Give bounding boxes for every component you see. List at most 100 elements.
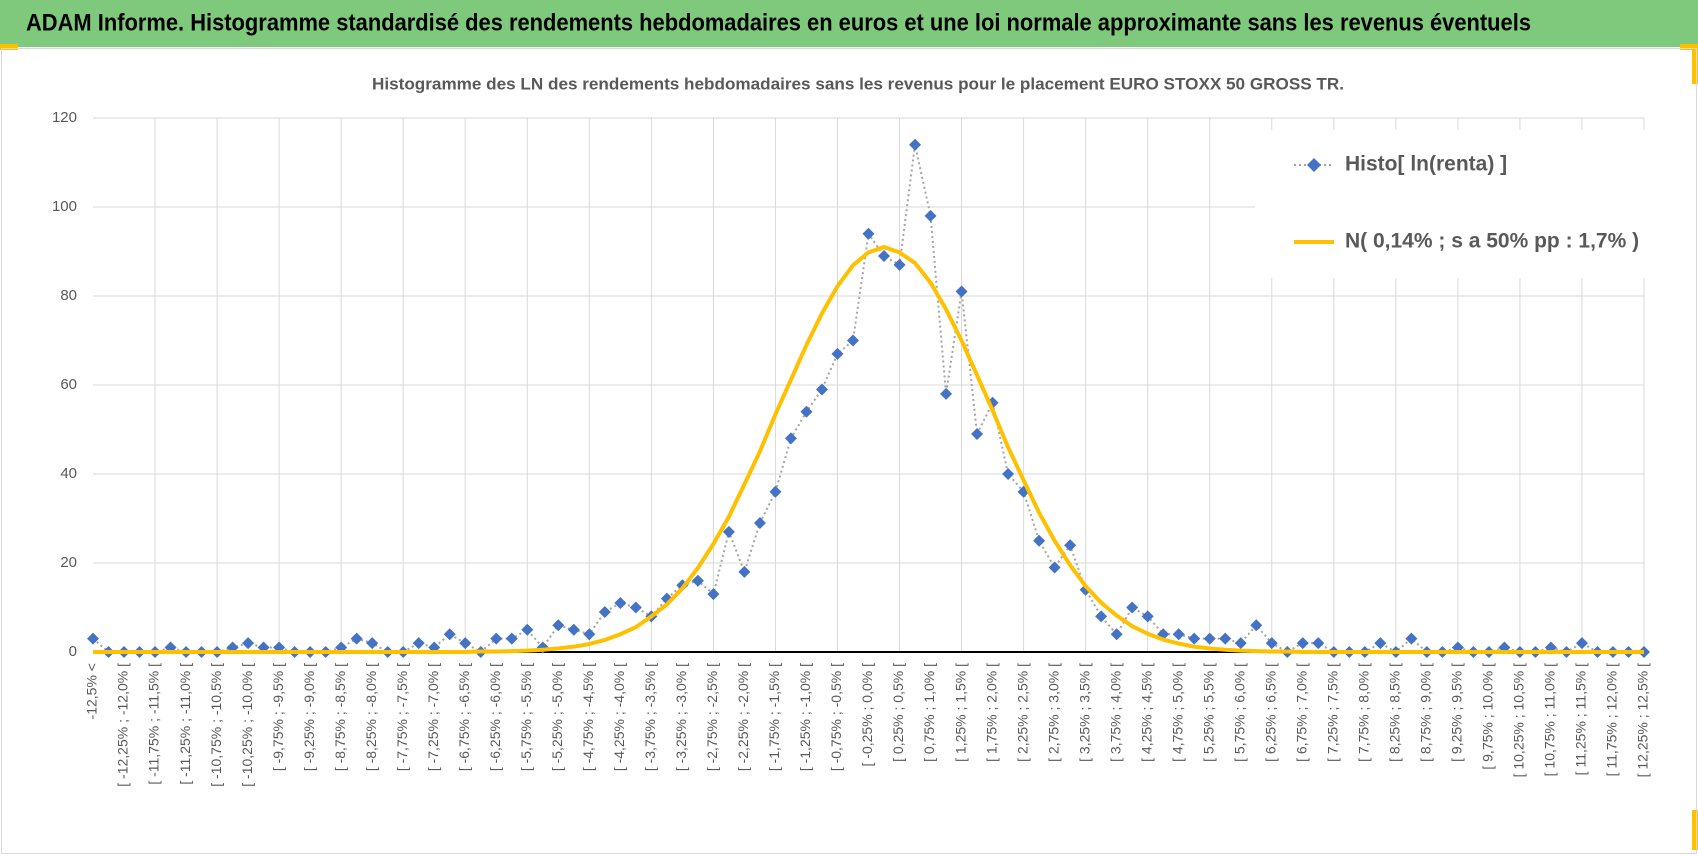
data-point <box>924 209 937 222</box>
x-tick-label: [ 10,25% ; 10,5% [ <box>1511 663 1527 778</box>
data-point <box>366 637 379 650</box>
chart-title: Histogramme des LN des rendements hebdom… <box>372 74 1344 93</box>
data-point <box>846 334 859 347</box>
x-tick-label: [ -6,75% ; -6,5% [ <box>456 663 472 771</box>
data-point <box>1219 632 1232 645</box>
x-tick-label: [ 6,75% ; 7,0% [ <box>1293 663 1309 762</box>
data-point <box>1203 632 1216 645</box>
x-tick-label: [ 11,25% ; 11,5% [ <box>1573 663 1589 775</box>
x-tick-label: [ -4,75% ; -4,5% [ <box>580 663 596 771</box>
x-tick-label: [ 1,25% ; 1,5% [ <box>952 663 968 762</box>
data-point <box>614 597 627 610</box>
x-tick-label: [ 9,25% ; 9,5% [ <box>1449 663 1465 762</box>
data-point <box>769 485 782 498</box>
data-point <box>1141 610 1154 623</box>
x-tick-label: [ -5,75% ; -5,5% [ <box>518 663 534 771</box>
data-point <box>707 588 720 601</box>
data-point <box>490 632 503 645</box>
data-point <box>1296 637 1309 650</box>
page-title: ADAM Informe. Histogramme standardisé de… <box>26 9 1531 36</box>
data-point <box>521 623 534 636</box>
y-tick-label: 60 <box>60 376 77 393</box>
x-tick-label: [ 10,75% ; 11,0% [ <box>1542 663 1558 776</box>
data-point <box>1265 637 1278 650</box>
data-point <box>800 405 813 418</box>
data-point <box>1234 637 1247 650</box>
data-point <box>583 628 596 641</box>
x-tick-label: [ 0,25% ; 0,5% [ <box>890 663 906 762</box>
x-tick-label: [ -0,75% ; -0,5% [ <box>828 663 844 771</box>
data-point <box>1033 534 1046 547</box>
data-point <box>722 525 735 538</box>
data-point <box>1312 637 1325 650</box>
data-point <box>1250 619 1263 632</box>
x-tick-label: [ -2,25% ; -2,0% [ <box>735 663 751 771</box>
data-point <box>878 249 891 262</box>
x-tick-label: [ 4,75% ; 5,0% [ <box>1169 663 1185 762</box>
series-line <box>93 245 1644 654</box>
x-tick-label: [ -7,25% ; -7,0% [ <box>425 663 441 771</box>
x-tick-label: [ -6,25% ; -6,0% [ <box>487 663 503 771</box>
x-tick-label: [ -5,25% ; -5,0% [ <box>549 663 565 771</box>
data-point <box>784 432 797 445</box>
data-point <box>862 227 875 240</box>
x-tick-label: [ 3,75% ; 4,0% [ <box>1107 663 1123 762</box>
y-tick-label: 100 <box>52 198 77 215</box>
x-tick-label: [ -1,75% ; -1,5% [ <box>766 663 782 771</box>
x-tick-label: [ -3,25% ; -3,0% [ <box>673 663 689 771</box>
x-tick-label: [ -10,75% ; -10,5% [ <box>208 663 224 787</box>
x-tick-label: [ -1,25% ; -1,0% [ <box>797 663 813 771</box>
x-tick-label: [ -9,25% ; -9,0% [ <box>301 663 317 771</box>
data-point <box>552 619 565 632</box>
legend-label: N( 0,14% ; s a 50% pp : 1,7% ) <box>1345 230 1639 253</box>
data-point <box>242 637 255 650</box>
x-tick-label: [ 7,25% ; 7,5% [ <box>1325 663 1341 762</box>
data-point <box>1110 628 1123 641</box>
data-point <box>505 632 518 645</box>
data-point <box>753 516 766 529</box>
x-tick-label: [ -11,25% ; -11,0% [ <box>177 663 193 785</box>
data-point <box>1095 610 1108 623</box>
y-tick-label: 120 <box>52 109 77 126</box>
data-point <box>971 427 984 440</box>
data-point <box>1064 539 1077 552</box>
x-tick-label: [ -11,75% ; -11,5% [ <box>146 663 162 785</box>
x-tick-label: [ 5,75% ; 6,0% [ <box>1231 663 1247 762</box>
data-point <box>955 285 968 298</box>
x-tick-label: [ -12,25% ; -12,0% [ <box>115 663 131 787</box>
data-point <box>691 574 704 587</box>
x-tick-label: [ 2,75% ; 3,0% [ <box>1045 663 1061 762</box>
x-tick-label: [ 6,25% ; 6,5% [ <box>1262 663 1278 762</box>
x-tick-label: [ -2,75% ; -2,5% [ <box>704 663 720 771</box>
data-point <box>1126 601 1139 614</box>
x-tick-label: [ -8,75% ; -8,5% [ <box>332 663 348 771</box>
data-point <box>459 637 472 650</box>
x-tick-label: [ 1,75% ; 2,0% [ <box>983 663 999 762</box>
legend-marker <box>1307 158 1321 172</box>
x-tick-label: [ 7,75% ; 8,0% [ <box>1356 663 1372 762</box>
y-tick-label: 20 <box>60 554 77 571</box>
data-point <box>815 383 828 396</box>
x-tick-label: [ -9,75% ; -9,5% [ <box>270 663 286 771</box>
x-tick-label: [ 8,75% ; 9,0% [ <box>1418 663 1434 762</box>
data-point <box>893 258 906 271</box>
corner-mark <box>1680 44 1698 50</box>
x-tick-label: [ -3,75% ; -3,5% [ <box>642 663 658 771</box>
data-point <box>1002 468 1015 480</box>
x-tick-label: [ 12,25% ; 12,5% [ <box>1635 663 1651 778</box>
x-tick-label: [ 4,25% ; 4,5% [ <box>1138 663 1154 762</box>
x-tick-label: [ 11,75% ; 12,0% [ <box>1604 663 1620 776</box>
corner-mark <box>1692 810 1698 850</box>
corner-mark <box>1692 44 1698 84</box>
data-point <box>940 387 953 400</box>
data-point <box>909 138 922 151</box>
data-point <box>567 623 580 636</box>
x-tick-label: [ -7,75% ; -7,5% [ <box>394 663 410 771</box>
x-tick-label: [ -4,25% ; -4,0% [ <box>611 663 627 771</box>
header-band <box>0 0 1698 47</box>
data-point <box>1374 637 1387 650</box>
data-point <box>412 637 425 650</box>
x-tick-label: [ 5,25% ; 5,5% [ <box>1200 663 1216 762</box>
x-tick-label: [ 3,25% ; 3,5% [ <box>1076 663 1092 762</box>
